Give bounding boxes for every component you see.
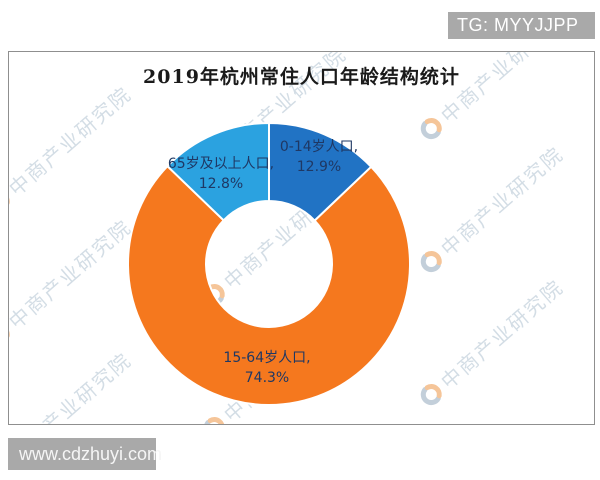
slice-label-15-64-name: 15-64岁人口, xyxy=(223,350,311,366)
slice-label-15-64: 15-64岁人口, 74.3% xyxy=(223,348,310,388)
slice-label-0-14: 0-14岁人口, 12.9% xyxy=(280,137,358,177)
watermark-pie-logo xyxy=(420,383,442,405)
watermark: 中商产业研究院 xyxy=(196,305,352,424)
slice-label-65-plus-name: 65岁及以上人口, xyxy=(167,156,275,172)
slice-label-0-14-value: 12.9% xyxy=(296,159,342,175)
slice-label-65-plus: 65岁及以上人口, 12.8% xyxy=(168,154,274,194)
watermark: 中商产业研究院 xyxy=(413,272,569,413)
slice-label-65-plus-value: 12.8% xyxy=(198,176,244,192)
slice-label-15-64-value: 74.3% xyxy=(244,370,290,386)
site-watermark-badge: www.cdzhuyi.com xyxy=(8,438,162,470)
watermark: 中商产业研究院 xyxy=(413,139,569,280)
watermark-pie-logo xyxy=(420,117,442,139)
tg-watermark-badge: TG: MYYJJPP xyxy=(448,12,595,39)
slice-label-0-14-name: 0-14岁人口, xyxy=(279,139,359,155)
chart-title: 2019年杭州常住人口年龄结构统计 xyxy=(143,66,460,88)
donut-slice-2 xyxy=(166,122,270,222)
watermark-pie-logo xyxy=(203,416,225,424)
chart-panel: 中商产业研究院 中商产业研究院 中商产业研究院 中商产业研究院 中商产业研究院 中商产业研… xyxy=(8,51,595,425)
watermark: 中商产业研究院 xyxy=(413,52,569,146)
watermark-pie-logo xyxy=(420,250,442,272)
donut-chart xyxy=(127,122,412,406)
donut-slice-1 xyxy=(127,165,412,406)
